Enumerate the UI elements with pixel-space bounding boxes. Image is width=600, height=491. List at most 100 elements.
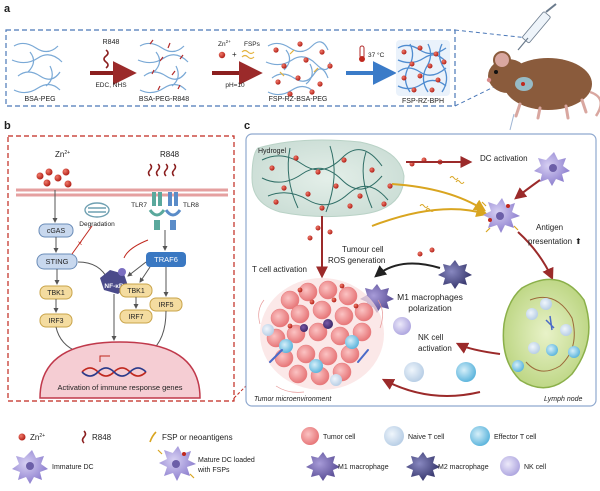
degradation-icon bbox=[84, 202, 110, 218]
label-zn-a: Zn2+ bbox=[218, 39, 231, 48]
label-tumour-1: Tumour cell bbox=[342, 245, 384, 254]
arrow-effector-to-tumor bbox=[381, 378, 481, 397]
panel-a-frame bbox=[5, 29, 456, 107]
bsa-peg-chains bbox=[11, 42, 63, 94]
panel-a-letter: a bbox=[4, 3, 11, 15]
hydrogel bbox=[251, 139, 405, 218]
label-degradation: Degradation bbox=[79, 221, 115, 228]
panel-c: c Hydrogel DC activation bbox=[244, 120, 597, 407]
line-sting-degradation bbox=[71, 225, 93, 255]
r848-icon bbox=[103, 49, 109, 69]
node-irf7 bbox=[119, 309, 153, 324]
label-bsa-peg: BSA-PEG bbox=[24, 96, 55, 103]
nucleus bbox=[39, 341, 201, 399]
immature-dc-top bbox=[534, 152, 570, 186]
legend-r848-icon bbox=[81, 430, 87, 444]
legend-m2: M2 macrophage bbox=[438, 464, 489, 471]
node-traf6 bbox=[146, 252, 186, 267]
label-r848-a: R848 bbox=[103, 39, 120, 46]
arrow-fsp-to-dc-2 bbox=[371, 205, 489, 227]
bsa-peg-r848-chains bbox=[137, 39, 189, 94]
legend-zn-icon bbox=[18, 433, 26, 441]
label-nk-1: NK cell bbox=[418, 333, 444, 342]
legend-r848: R848 bbox=[92, 433, 112, 442]
label-irf5: IRF5 bbox=[158, 302, 173, 309]
label-nk-2: activation bbox=[418, 344, 452, 353]
label-m1-1: M1 macrophages bbox=[397, 292, 463, 302]
hydrogel-network bbox=[261, 145, 389, 213]
effector-t-cell-mid bbox=[456, 362, 476, 382]
hydrogel-zn bbox=[269, 155, 393, 211]
zn-ions-b bbox=[36, 168, 72, 188]
label-tlr7: TLR7 bbox=[131, 202, 147, 209]
label-hydrogel: Hydrogel bbox=[258, 148, 286, 155]
legend-effector-icon bbox=[470, 426, 490, 446]
label-bsa-peg-r848: BSA-PEG-R848 bbox=[139, 96, 189, 103]
legend-m1: M1 macrophage bbox=[338, 464, 389, 471]
label-t-cell-activation: T cell activation bbox=[252, 265, 307, 274]
legend-nk: NK cell bbox=[524, 464, 547, 471]
arrow-m2-to-m1 bbox=[374, 262, 441, 278]
label-fsps: FSPs bbox=[244, 41, 261, 48]
nk-cell-mid bbox=[393, 317, 411, 335]
legend-mature-dc-2: with FSPs bbox=[197, 467, 230, 474]
legend-mature-dc-icon bbox=[157, 446, 196, 481]
panel-b-letter: b bbox=[4, 120, 11, 132]
fsp-rz-bph-network bbox=[396, 40, 450, 96]
label-sting: STING bbox=[46, 257, 69, 266]
legend-mature-dc-1: Mature DC loaded bbox=[198, 457, 255, 464]
arrow-antigen-presentation bbox=[517, 231, 554, 281]
label-activation: Activation of immune response genes bbox=[57, 383, 182, 392]
legend-immature-dc: Immature DC bbox=[52, 464, 94, 471]
label-dc-activation: DC activation bbox=[480, 154, 528, 163]
thermometer-icon bbox=[359, 45, 365, 62]
zn-icon-a bbox=[218, 51, 226, 59]
label-lymph-node: Lymph node bbox=[544, 396, 583, 403]
cell-membrane bbox=[16, 188, 228, 197]
legend-nk-icon bbox=[500, 456, 520, 476]
tumor-mass bbox=[258, 278, 384, 393]
legend-effector: Effector T cell bbox=[494, 434, 537, 441]
inhibit-mark: × bbox=[78, 239, 83, 248]
label-cgas: cGAS bbox=[47, 228, 66, 235]
label-traf6: TRAF6 bbox=[154, 255, 178, 264]
label-tbk1-right: TBK1 bbox=[127, 288, 145, 295]
line-inhibit-red bbox=[123, 239, 149, 259]
legend-naive-icon bbox=[384, 426, 404, 446]
syringe-icon bbox=[517, 3, 557, 51]
legend-m2-icon bbox=[406, 452, 440, 481]
legend-naive: Naive T cell bbox=[408, 434, 445, 441]
arrow-traf6-tbk1 bbox=[139, 266, 151, 283]
panel-b: b Zn2+ R848 Degradation cGAS bbox=[4, 120, 253, 402]
label-irf3: IRF3 bbox=[48, 318, 63, 325]
label-irf7: IRF7 bbox=[128, 314, 143, 321]
panel-b-frame bbox=[7, 135, 235, 402]
legend-m1-icon bbox=[306, 452, 340, 481]
legend-fsp-icon bbox=[149, 431, 157, 443]
label-fsp-rz-bph: FSP-RZ-BPH bbox=[402, 98, 444, 105]
panel-a: a BSA-PEG R848 EDC, NHS bbox=[4, 3, 529, 107]
label-tumour-2: ROS generation bbox=[328, 256, 385, 265]
dna-icon bbox=[81, 355, 147, 377]
legend-zn: Zn2+ bbox=[30, 433, 45, 442]
label-zn-b: Zn2+ bbox=[55, 150, 70, 159]
label-tumor-micro: Tumor microenvironment bbox=[254, 396, 332, 403]
mature-dc-center bbox=[481, 198, 520, 233]
label-tlr8: TLR8 bbox=[183, 202, 199, 209]
label-tbk1-left: TBK1 bbox=[47, 290, 65, 297]
tlr-receptors bbox=[148, 192, 182, 230]
legend-immature-dc-icon bbox=[12, 450, 48, 484]
label-antigen-2: presentation ⬆ bbox=[528, 237, 582, 246]
mouse-to-panel-c-link bbox=[509, 113, 515, 131]
mouse-illustration bbox=[486, 51, 600, 120]
label-m1-2: polarization bbox=[408, 303, 452, 313]
label-edc-nhs: EDC, NHS bbox=[95, 82, 127, 89]
panel-c-letter: c bbox=[244, 120, 250, 132]
legend-tumor: Tumor cell bbox=[323, 434, 356, 441]
legend: Zn2+ R848 FSP or neoantigens Tumor cell … bbox=[12, 426, 547, 484]
label-temp: 37 °C bbox=[368, 51, 385, 59]
fsp-rz-bsa-peg-network bbox=[265, 41, 333, 97]
arrow-lymph-to-nk bbox=[455, 342, 501, 355]
zoom-line-top bbox=[454, 29, 529, 39]
legend-tumor-icon bbox=[301, 427, 319, 445]
